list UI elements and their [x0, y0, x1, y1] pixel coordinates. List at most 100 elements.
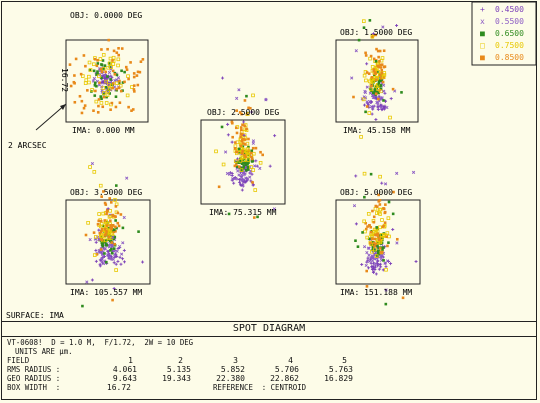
- ray-spot-field-3: [252, 216, 256, 219]
- ray-spot-field-3: [214, 149, 218, 154]
- ray-spot-field-5: [385, 231, 390, 235]
- ray-spot-field-5: [386, 216, 391, 220]
- ray-spot-field-4: [97, 228, 101, 232]
- ray-spot-field-1: [129, 61, 132, 64]
- ray-spot-field-2: [377, 91, 380, 95]
- ray-spot-field-5: [369, 241, 372, 245]
- ray-spot-field-1: [116, 76, 121, 80]
- ray-spot-field-5: [376, 251, 380, 255]
- ray-spot-field-2: [379, 63, 383, 67]
- ray-spot-field-1: [79, 72, 83, 76]
- ray-spot-field-2: [379, 96, 383, 100]
- ray-spot-field-4: [119, 213, 123, 216]
- ray-spot-field-1: [136, 83, 140, 87]
- rms-value-3: 5.852: [220, 365, 245, 374]
- ray-spot-field-2: [374, 78, 378, 82]
- ray-spot-field-2: [381, 80, 385, 84]
- ray-spot-field-5: [362, 245, 367, 249]
- units-label: UNITS ARE µm.: [15, 347, 73, 356]
- ray-spot-field-2: [380, 68, 384, 72]
- ray-spot-field-4: [116, 221, 120, 225]
- ray-spot-field-5: [387, 234, 391, 239]
- ray-spot-field-1: [98, 57, 103, 61]
- ray-spot-field-4: [105, 212, 108, 216]
- ray-spot-field-3: [249, 179, 253, 183]
- ray-spot-field-2: [380, 77, 383, 80]
- ray-spot-field-3: [237, 88, 241, 92]
- ray-spot-field-5: [371, 245, 375, 249]
- ray-spot-field-1: [117, 46, 120, 50]
- ray-spot-field-4: [114, 262, 118, 266]
- ray-spot-field-3: [235, 150, 238, 154]
- ray-spot-field-3: [239, 126, 243, 129]
- ray-spot-field-4: [114, 184, 118, 187]
- ray-spot-field-1: [93, 94, 97, 97]
- ray-spot-field-3: [251, 139, 256, 143]
- ray-spot-field-3: [225, 171, 230, 176]
- ray-spot-field-2: [370, 76, 374, 79]
- ray-spot-field-3: [232, 181, 236, 185]
- ray-spot-field-2: [369, 104, 374, 109]
- ray-spot-field-3: [246, 165, 250, 169]
- ray-spot-field-1: [132, 88, 136, 91]
- spot-box-field-2: [335, 39, 419, 123]
- ray-spot-field-1: [84, 64, 87, 68]
- ray-spot-field-4: [100, 257, 104, 261]
- ray-spot-field-3: [239, 132, 243, 136]
- ima-label-field-5: IMA: 151.188 MM: [340, 288, 412, 297]
- ray-spot-field-2: [373, 73, 376, 77]
- ray-spot-field-2: [372, 91, 376, 94]
- ray-spot-field-4: [105, 209, 109, 213]
- ray-spot-field-3: [240, 173, 244, 177]
- spot-box-field-3: [200, 119, 286, 205]
- ray-spot-field-3: [253, 188, 258, 192]
- ray-spot-field-1: [125, 68, 129, 72]
- ray-spot-field-3: [242, 142, 245, 145]
- ray-spot-field-2: [380, 79, 384, 82]
- ray-spot-field-4: [98, 231, 102, 235]
- ray-spot-field-1: [107, 61, 111, 65]
- ray-spot-field-4: [98, 238, 102, 241]
- ray-spot-field-3: [246, 153, 250, 157]
- ray-spot-field-5: [374, 242, 378, 246]
- ray-spot-field-5: [366, 225, 369, 228]
- ray-spot-field-1: [88, 68, 92, 72]
- ray-spot-field-3: [247, 106, 250, 110]
- ray-spot-field-5: [373, 241, 376, 245]
- obj-label-field-1: OBJ: 0.0000 DEG: [70, 11, 142, 20]
- ray-spot-field-2: [370, 84, 373, 88]
- ray-spot-field-5: [374, 254, 379, 258]
- ray-spot-field-3: [239, 183, 243, 187]
- ray-spot-field-5: [377, 267, 381, 271]
- legend-label-2: 0.5500: [495, 17, 524, 26]
- field-number-1: 1: [128, 356, 133, 365]
- ray-spot-field-1: [88, 68, 93, 72]
- ray-spot-field-4: [117, 224, 121, 228]
- ray-spot-field-1: [117, 53, 121, 57]
- rms-value-2: 5.135: [166, 365, 191, 374]
- ray-spot-field-4: [122, 215, 126, 220]
- spot-box-field-5: [335, 199, 421, 285]
- ray-spot-field-5: [381, 250, 384, 254]
- ray-spot-field-1: [102, 95, 106, 99]
- ray-spot-field-1: [118, 83, 123, 88]
- legend-marker-1: +: [480, 5, 485, 14]
- ray-spot-field-4: [105, 260, 108, 264]
- ray-spot-field-5: [366, 266, 370, 270]
- ray-spot-field-3: [254, 159, 258, 163]
- obj-label-field-3: OBJ: 2.5000 DEG: [207, 108, 279, 117]
- ray-spot-field-4: [97, 219, 101, 223]
- ray-spot-field-2: [368, 19, 372, 22]
- ray-spot-field-3: [258, 166, 262, 170]
- ray-spot-field-3: [251, 159, 254, 163]
- ray-spot-field-5: [367, 259, 372, 263]
- ray-spot-field-5: [378, 247, 382, 250]
- ray-spot-field-2: [365, 85, 369, 89]
- ray-spot-field-5: [371, 241, 374, 244]
- ray-spot-field-2: [376, 64, 380, 68]
- ray-spot-field-5: [389, 262, 393, 266]
- ray-spot-field-5: [414, 259, 418, 263]
- ray-spot-field-5: [369, 172, 373, 176]
- ray-spot-field-5: [374, 272, 378, 276]
